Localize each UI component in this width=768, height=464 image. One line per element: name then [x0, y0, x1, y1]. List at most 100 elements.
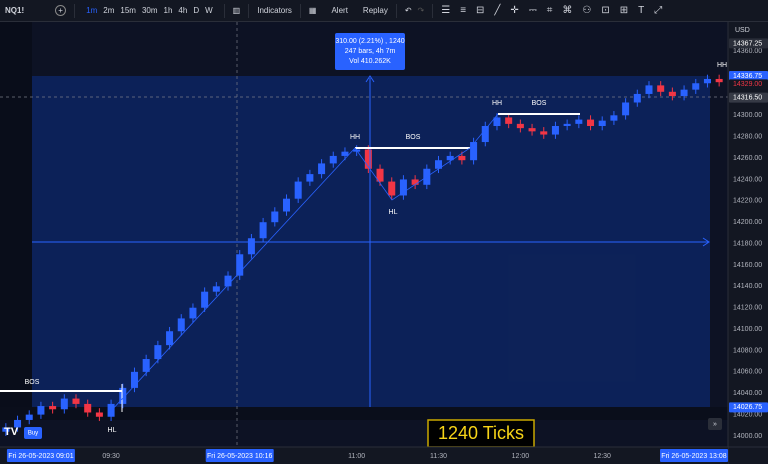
- indicators-button[interactable]: Indicators: [257, 6, 292, 15]
- x-tick-box: [205, 449, 274, 462]
- candle-body: [587, 119, 595, 127]
- candle-body: [236, 254, 244, 276]
- x-tick-label: 12:00: [512, 453, 530, 460]
- candle-body: [25, 414, 33, 420]
- x-tick-label: Fri 26-05-2023 09:01: [8, 453, 73, 460]
- candle-body: [411, 179, 419, 185]
- toolbar: NQ1! + 1m 2m 15m 30m 1h 4h D W ▥ Indicators ▦ A…: [0, 0, 768, 22]
- buy-button[interactable]: [24, 427, 42, 439]
- price-label: 14329.00: [733, 81, 762, 88]
- separator: [74, 3, 76, 18]
- candle-body: [177, 318, 185, 332]
- add-symbol[interactable]: +: [55, 5, 67, 16]
- currency[interactable]: USD: [735, 27, 750, 34]
- price-label-box: [729, 71, 768, 82]
- layouts[interactable]: ▦: [308, 6, 317, 15]
- time-axis: [0, 447, 728, 464]
- logo: TV: [4, 426, 19, 438]
- y-tick-label: 14220.00: [733, 198, 762, 205]
- timeframe[interactable]: 4h: [178, 6, 188, 15]
- candle-body: [598, 120, 606, 127]
- annotation: HH: [717, 62, 727, 69]
- candle-body: [154, 345, 162, 360]
- candle-body: [306, 174, 314, 182]
- price-label-box: [729, 92, 768, 103]
- y-tick-label: 14200.00: [733, 219, 762, 226]
- candle-body: [715, 78, 723, 83]
- timeframe[interactable]: W: [205, 6, 213, 15]
- price-label-box: [729, 79, 768, 90]
- measure-text: 247 bars, 4h 7m: [345, 48, 396, 55]
- y-tick-label: 14260.00: [733, 155, 762, 162]
- y-tick-label: 14040.00: [733, 390, 762, 397]
- x-tick-label: Fri 26-05-2023 10:16: [207, 453, 272, 460]
- candle-body: [130, 371, 138, 388]
- candle-body: [551, 126, 559, 135]
- candle-body: [341, 151, 349, 156]
- y-tick-label: 14360.00: [733, 48, 762, 55]
- price-label: 14367.25: [733, 40, 762, 47]
- candle-body: [622, 102, 630, 116]
- price-label-box: [729, 402, 768, 413]
- price-label: 14316.50: [733, 95, 762, 102]
- candle-body: [84, 403, 92, 413]
- timeframe[interactable]: 1m: [86, 6, 98, 15]
- y-tick-label: 14000.00: [733, 433, 762, 440]
- candle-body: [212, 286, 220, 292]
- redo[interactable]: ↷: [417, 6, 425, 15]
- annotation: BOS: [406, 134, 421, 141]
- candle-body: [703, 78, 711, 84]
- candle-body: [516, 123, 524, 129]
- separator: [432, 3, 434, 18]
- timeframe[interactable]: 1h: [163, 6, 173, 15]
- y-tick-label: 14180.00: [733, 240, 762, 247]
- measure-box: [335, 33, 405, 70]
- symbol[interactable]: NQ1!: [5, 6, 25, 15]
- drawing-tools[interactable]: ☰≡⊟╱✛⎓⌗⌘⚇⊡⊞T⤢: [441, 5, 673, 16]
- y-tick-label: 14080.00: [733, 347, 762, 354]
- timeframes: 1m 2m 15m 30m 1h 4h D W: [83, 6, 216, 15]
- timeframe[interactable]: 2m: [103, 6, 115, 15]
- separator: [248, 3, 250, 18]
- undo[interactable]: ↶: [404, 6, 412, 15]
- candle-body: [282, 198, 290, 212]
- candle-body: [329, 155, 337, 164]
- candle-body: [470, 142, 478, 161]
- price-label-box: [729, 38, 768, 49]
- scroll-icon[interactable]: »: [713, 421, 717, 428]
- candle-body: [364, 149, 372, 169]
- candle-body: [294, 181, 302, 199]
- timeframe[interactable]: D: [193, 6, 200, 15]
- candle-body: [610, 115, 618, 121]
- candle-body: [49, 406, 57, 410]
- chart: BOS HL HH BOS HL HH BOS HH 310.00 (2.21%…: [0, 22, 768, 464]
- measure-text: 310.00 (2.21%) , 1240: [335, 38, 404, 45]
- candle-body: [435, 160, 443, 169]
- timeframe[interactable]: 30m: [141, 6, 158, 15]
- replay-button[interactable]: Replay: [362, 6, 388, 15]
- candle-body: [2, 427, 10, 432]
- candle-body: [72, 398, 80, 404]
- candle-body: [493, 117, 501, 127]
- x-tick-label: 12:30: [593, 453, 611, 460]
- timeframe[interactable]: 15m: [120, 6, 136, 15]
- x-tick-label: 11:00: [348, 453, 365, 460]
- candle-body: [540, 131, 548, 135]
- buy-label[interactable]: Buy: [28, 431, 38, 437]
- candle-body: [247, 238, 255, 255]
- x-tick-label: 11:30: [430, 453, 447, 460]
- chart-style[interactable]: ▥: [232, 6, 241, 15]
- scroll-button[interactable]: [708, 418, 722, 430]
- measure-arrow: [702, 237, 710, 247]
- x-tick-label: 09:30: [102, 453, 120, 460]
- annotation: HL: [389, 209, 398, 216]
- candle-body: [119, 387, 127, 404]
- left-shade: [0, 22, 32, 420]
- y-tick-label: 14060.00: [733, 369, 762, 376]
- separator: [299, 3, 301, 18]
- candle-body: [376, 168, 384, 182]
- alert-button[interactable]: Alert: [331, 6, 348, 15]
- candle-body: [633, 93, 641, 103]
- candle-body: [259, 222, 267, 239]
- y-tick-label: 14140.00: [733, 283, 762, 290]
